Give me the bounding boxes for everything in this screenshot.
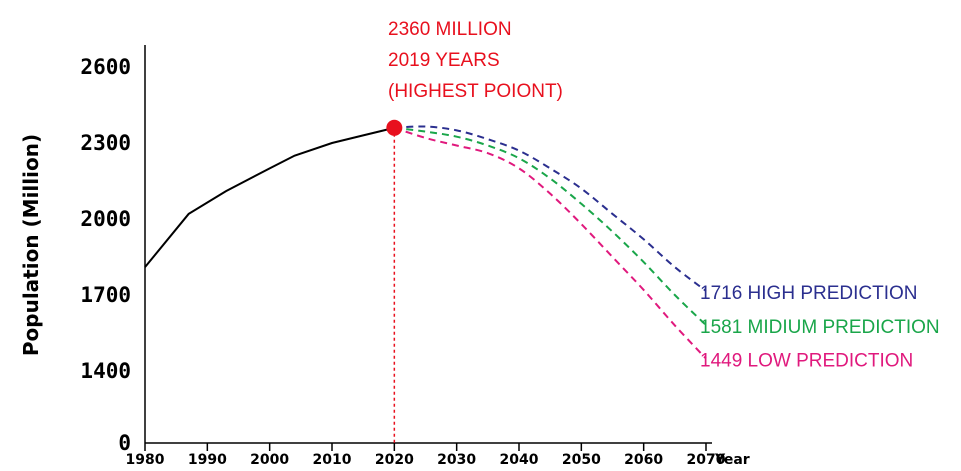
y-tick-label: 1400	[80, 359, 131, 383]
x-tick-label: 2030	[437, 452, 476, 468]
series-layer	[144, 125, 707, 360]
y-tick-label: 2000	[80, 207, 131, 231]
peak-label-line-3: (HIGHEST POIONT)	[388, 81, 563, 102]
low-series-line	[394, 126, 707, 360]
low-prediction-label: 1449 LOW PREDICTION	[700, 351, 913, 372]
y-ticks: 0 1400 1700 2000 2300 2600	[80, 55, 131, 455]
peak-point	[386, 119, 403, 136]
x-tick-label: 2010	[313, 452, 352, 468]
x-tick-label: 2070	[687, 452, 726, 468]
high-series-line	[394, 125, 707, 292]
historical-series-line	[144, 126, 395, 268]
peak-label-line-1: 2360 MILLION	[388, 19, 512, 40]
x-tick-label: 2050	[562, 452, 601, 468]
y-axis-label: Population (Million)	[19, 134, 43, 356]
x-tick-label: 2060	[624, 452, 663, 468]
x-tick-label: 2000	[250, 452, 289, 468]
x-ticks: 1980 1990 2000 2010 2020 2030 2040 2050 2060 2070	[126, 443, 726, 468]
y-tick-label: 1700	[80, 283, 131, 307]
y-tick-label: 2600	[80, 55, 131, 79]
x-axis-label: Year	[714, 452, 750, 468]
y-tick-label: 0	[118, 431, 131, 455]
x-tick-label: 1980	[126, 452, 165, 468]
medium-series-line	[394, 126, 707, 326]
x-tick-label: 2020	[375, 452, 414, 468]
x-tick-label: 2040	[500, 452, 539, 468]
medium-prediction-label: 1581 MIDIUM PREDICTION	[700, 317, 940, 338]
x-tick-label: 1990	[188, 452, 227, 468]
peak-label-line-2: 2019 YEARS	[388, 50, 500, 71]
high-prediction-label: 1716 HIGH PREDICTION	[700, 283, 918, 304]
y-tick-label: 2300	[80, 131, 131, 155]
